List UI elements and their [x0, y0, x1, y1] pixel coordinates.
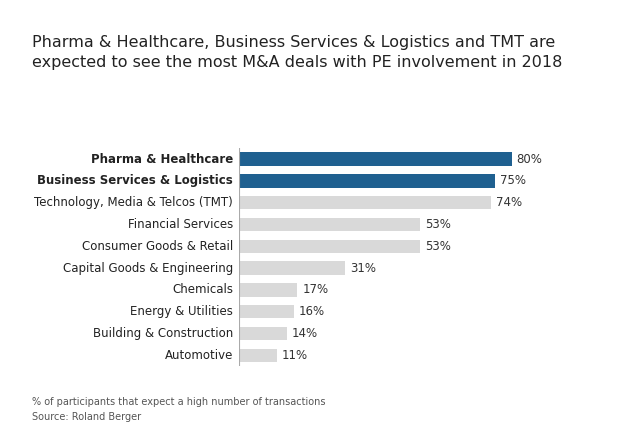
Text: 14%: 14%	[292, 327, 318, 340]
Text: Pharma & Healthcare: Pharma & Healthcare	[91, 153, 233, 166]
Text: Business Services & Logistics: Business Services & Logistics	[37, 174, 233, 187]
Text: Automotive: Automotive	[164, 349, 233, 362]
Bar	[239, 349, 277, 362]
Text: 11%: 11%	[282, 349, 308, 362]
Bar	[239, 174, 495, 187]
Bar	[239, 261, 345, 275]
Bar	[239, 196, 491, 209]
Bar	[239, 327, 287, 340]
Text: 80%: 80%	[517, 153, 542, 166]
Bar	[239, 152, 512, 166]
Bar	[239, 239, 420, 253]
Text: Technology, Media & Telcos (TMT): Technology, Media & Telcos (TMT)	[35, 196, 233, 209]
Text: 31%: 31%	[350, 262, 376, 275]
Text: 17%: 17%	[302, 283, 328, 296]
Text: 75%: 75%	[500, 174, 525, 187]
Text: Consumer Goods & Retail: Consumer Goods & Retail	[82, 240, 233, 253]
Text: Energy & Utilities: Energy & Utilities	[130, 305, 233, 318]
Bar	[239, 283, 297, 296]
Text: Building & Construction: Building & Construction	[93, 327, 233, 340]
Text: Chemicals: Chemicals	[172, 283, 233, 296]
Text: Pharma & Healthcare, Business Services & Logistics and TMT are
expected to see t: Pharma & Healthcare, Business Services &…	[32, 35, 562, 70]
Text: % of participants that expect a high number of transactions: % of participants that expect a high num…	[32, 397, 325, 407]
Text: 53%: 53%	[425, 218, 450, 231]
Text: 74%: 74%	[496, 196, 522, 209]
Text: Source: Roland Berger: Source: Roland Berger	[32, 412, 140, 422]
Text: 16%: 16%	[299, 305, 325, 318]
Text: Financial Services: Financial Services	[128, 218, 233, 231]
Bar	[239, 218, 420, 231]
Bar	[239, 305, 294, 318]
Text: Capital Goods & Engineering: Capital Goods & Engineering	[63, 262, 233, 275]
Text: 53%: 53%	[425, 240, 450, 253]
